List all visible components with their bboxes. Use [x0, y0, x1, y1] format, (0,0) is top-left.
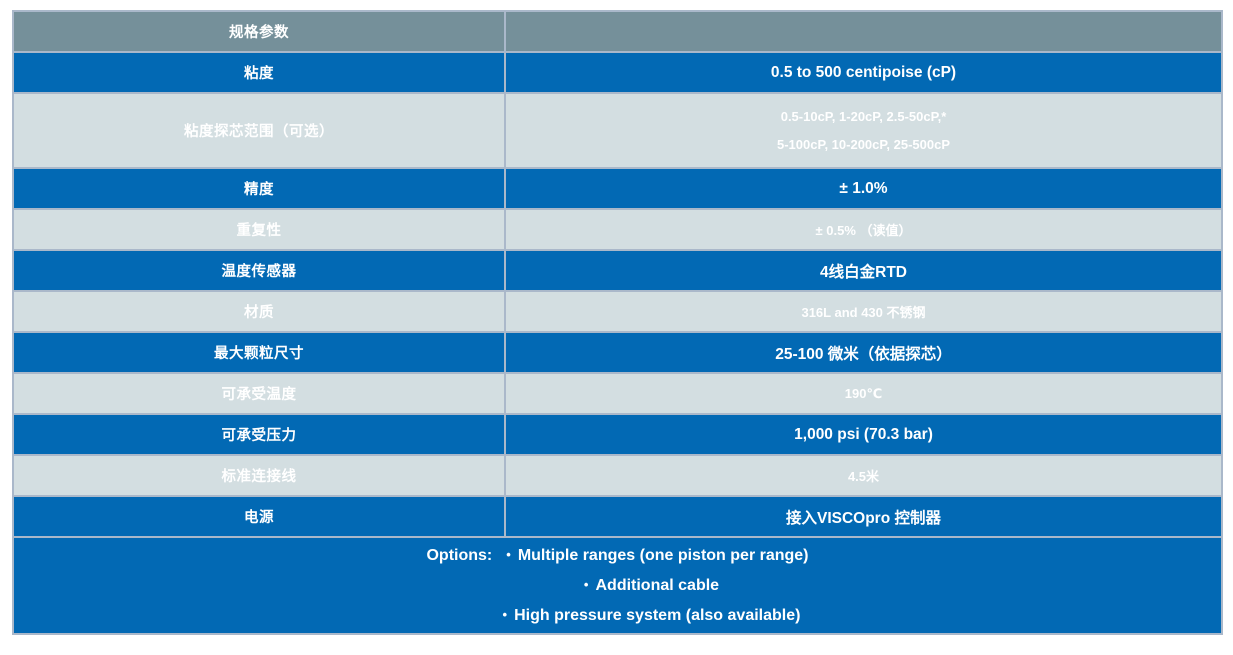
- spec-row-label: 电源: [12, 495, 506, 538]
- spec-row-label: 可承受压力: [12, 413, 506, 456]
- option-item: Multiple ranges (one piston per range): [517, 546, 809, 564]
- range-line-2: 5-100cP, 10-200cP, 25-500cP: [776, 136, 950, 152]
- option-item: High pressure system (also available): [514, 606, 801, 624]
- spec-row-value: 1,000 psi (70.3 bar): [504, 413, 1223, 456]
- options-row: Options: • Multiple ranges (one piston per…: [12, 536, 1223, 635]
- spec-row-value: 25-100 微米（依据探芯）: [504, 331, 1223, 374]
- spec-row-label: 粘度探芯范围（可选）: [12, 92, 506, 169]
- bullet-icon: •: [506, 546, 511, 562]
- spec-row-value: 4.5米: [504, 454, 1223, 497]
- table-row: 标准连接线 4.5米: [12, 454, 1223, 497]
- bullet-icon: •: [502, 606, 508, 622]
- table-row: 可承受温度 190℃: [12, 372, 1223, 415]
- spec-table: 规格参数 粘度 0.5 to 500 centipoise (cP) 粘度探芯范…: [12, 10, 1223, 635]
- options-label: Options:: [426, 546, 493, 564]
- table-row: 最大颗粒尺寸 25-100 微米（依据探芯）: [12, 331, 1223, 374]
- spec-row-label: 可承受温度: [12, 372, 506, 415]
- option-item: Additional cable: [595, 576, 720, 594]
- spec-row-label: 粘度: [12, 51, 506, 94]
- spec-row-value: 0.5-10cP, 1-20cP, 2.5-50cP,* 5-100cP, 10…: [504, 92, 1223, 169]
- spec-row-value: 4线白金RTD: [504, 249, 1223, 292]
- spec-row-value: ± 0.5% （读值）: [504, 208, 1223, 251]
- spec-row-label: 标准连接线: [12, 454, 506, 497]
- table-row: 材质 316L and 430 不锈钢: [12, 290, 1223, 333]
- spec-row-label: 重复性: [12, 208, 506, 251]
- table-row: 粘度探芯范围（可选） 0.5-10cP, 1-20cP, 2.5-50cP,* …: [12, 92, 1223, 169]
- table-row: 电源 接入VISCOpro 控制器: [12, 495, 1223, 538]
- table-row: 温度传感器 4线白金RTD: [12, 249, 1223, 292]
- spec-row-label: 温度传感器: [12, 249, 506, 292]
- bullet-icon: •: [583, 576, 589, 592]
- table-row: 粘度 0.5 to 500 centipoise (cP): [12, 51, 1223, 94]
- table-header-row: 规格参数: [12, 10, 1223, 53]
- spec-row-value: ± 1.0%: [504, 167, 1223, 210]
- header-empty-cell: [504, 10, 1223, 53]
- table-row: 可承受压力 1,000 psi (70.3 bar): [12, 413, 1223, 456]
- header-title: 规格参数: [12, 10, 506, 53]
- table-row: 重复性 ± 0.5% （读值）: [12, 208, 1223, 251]
- options-cell: Options: • Multiple ranges (one piston per…: [12, 536, 1223, 635]
- options-line-3: • High pressure system (also available): [48, 601, 1220, 631]
- range-line-1: 0.5-10cP, 1-20cP, 2.5-50cP,*: [780, 108, 947, 124]
- options-line-1: Options: • Multiple ranges (one piston per…: [15, 541, 1220, 571]
- spec-row-label: 精度: [12, 167, 506, 210]
- spec-row-value: 190℃: [504, 372, 1223, 415]
- spec-row-value: 接入VISCOpro 控制器: [504, 495, 1223, 538]
- spec-row-value: 316L and 430 不锈钢: [504, 290, 1223, 333]
- options-line-2: • Additional cable: [48, 571, 1220, 601]
- spec-row-label: 材质: [12, 290, 506, 333]
- spec-row-label: 最大颗粒尺寸: [12, 331, 506, 374]
- table-row: 精度 ± 1.0%: [12, 167, 1223, 210]
- spec-row-value: 0.5 to 500 centipoise (cP): [504, 51, 1223, 94]
